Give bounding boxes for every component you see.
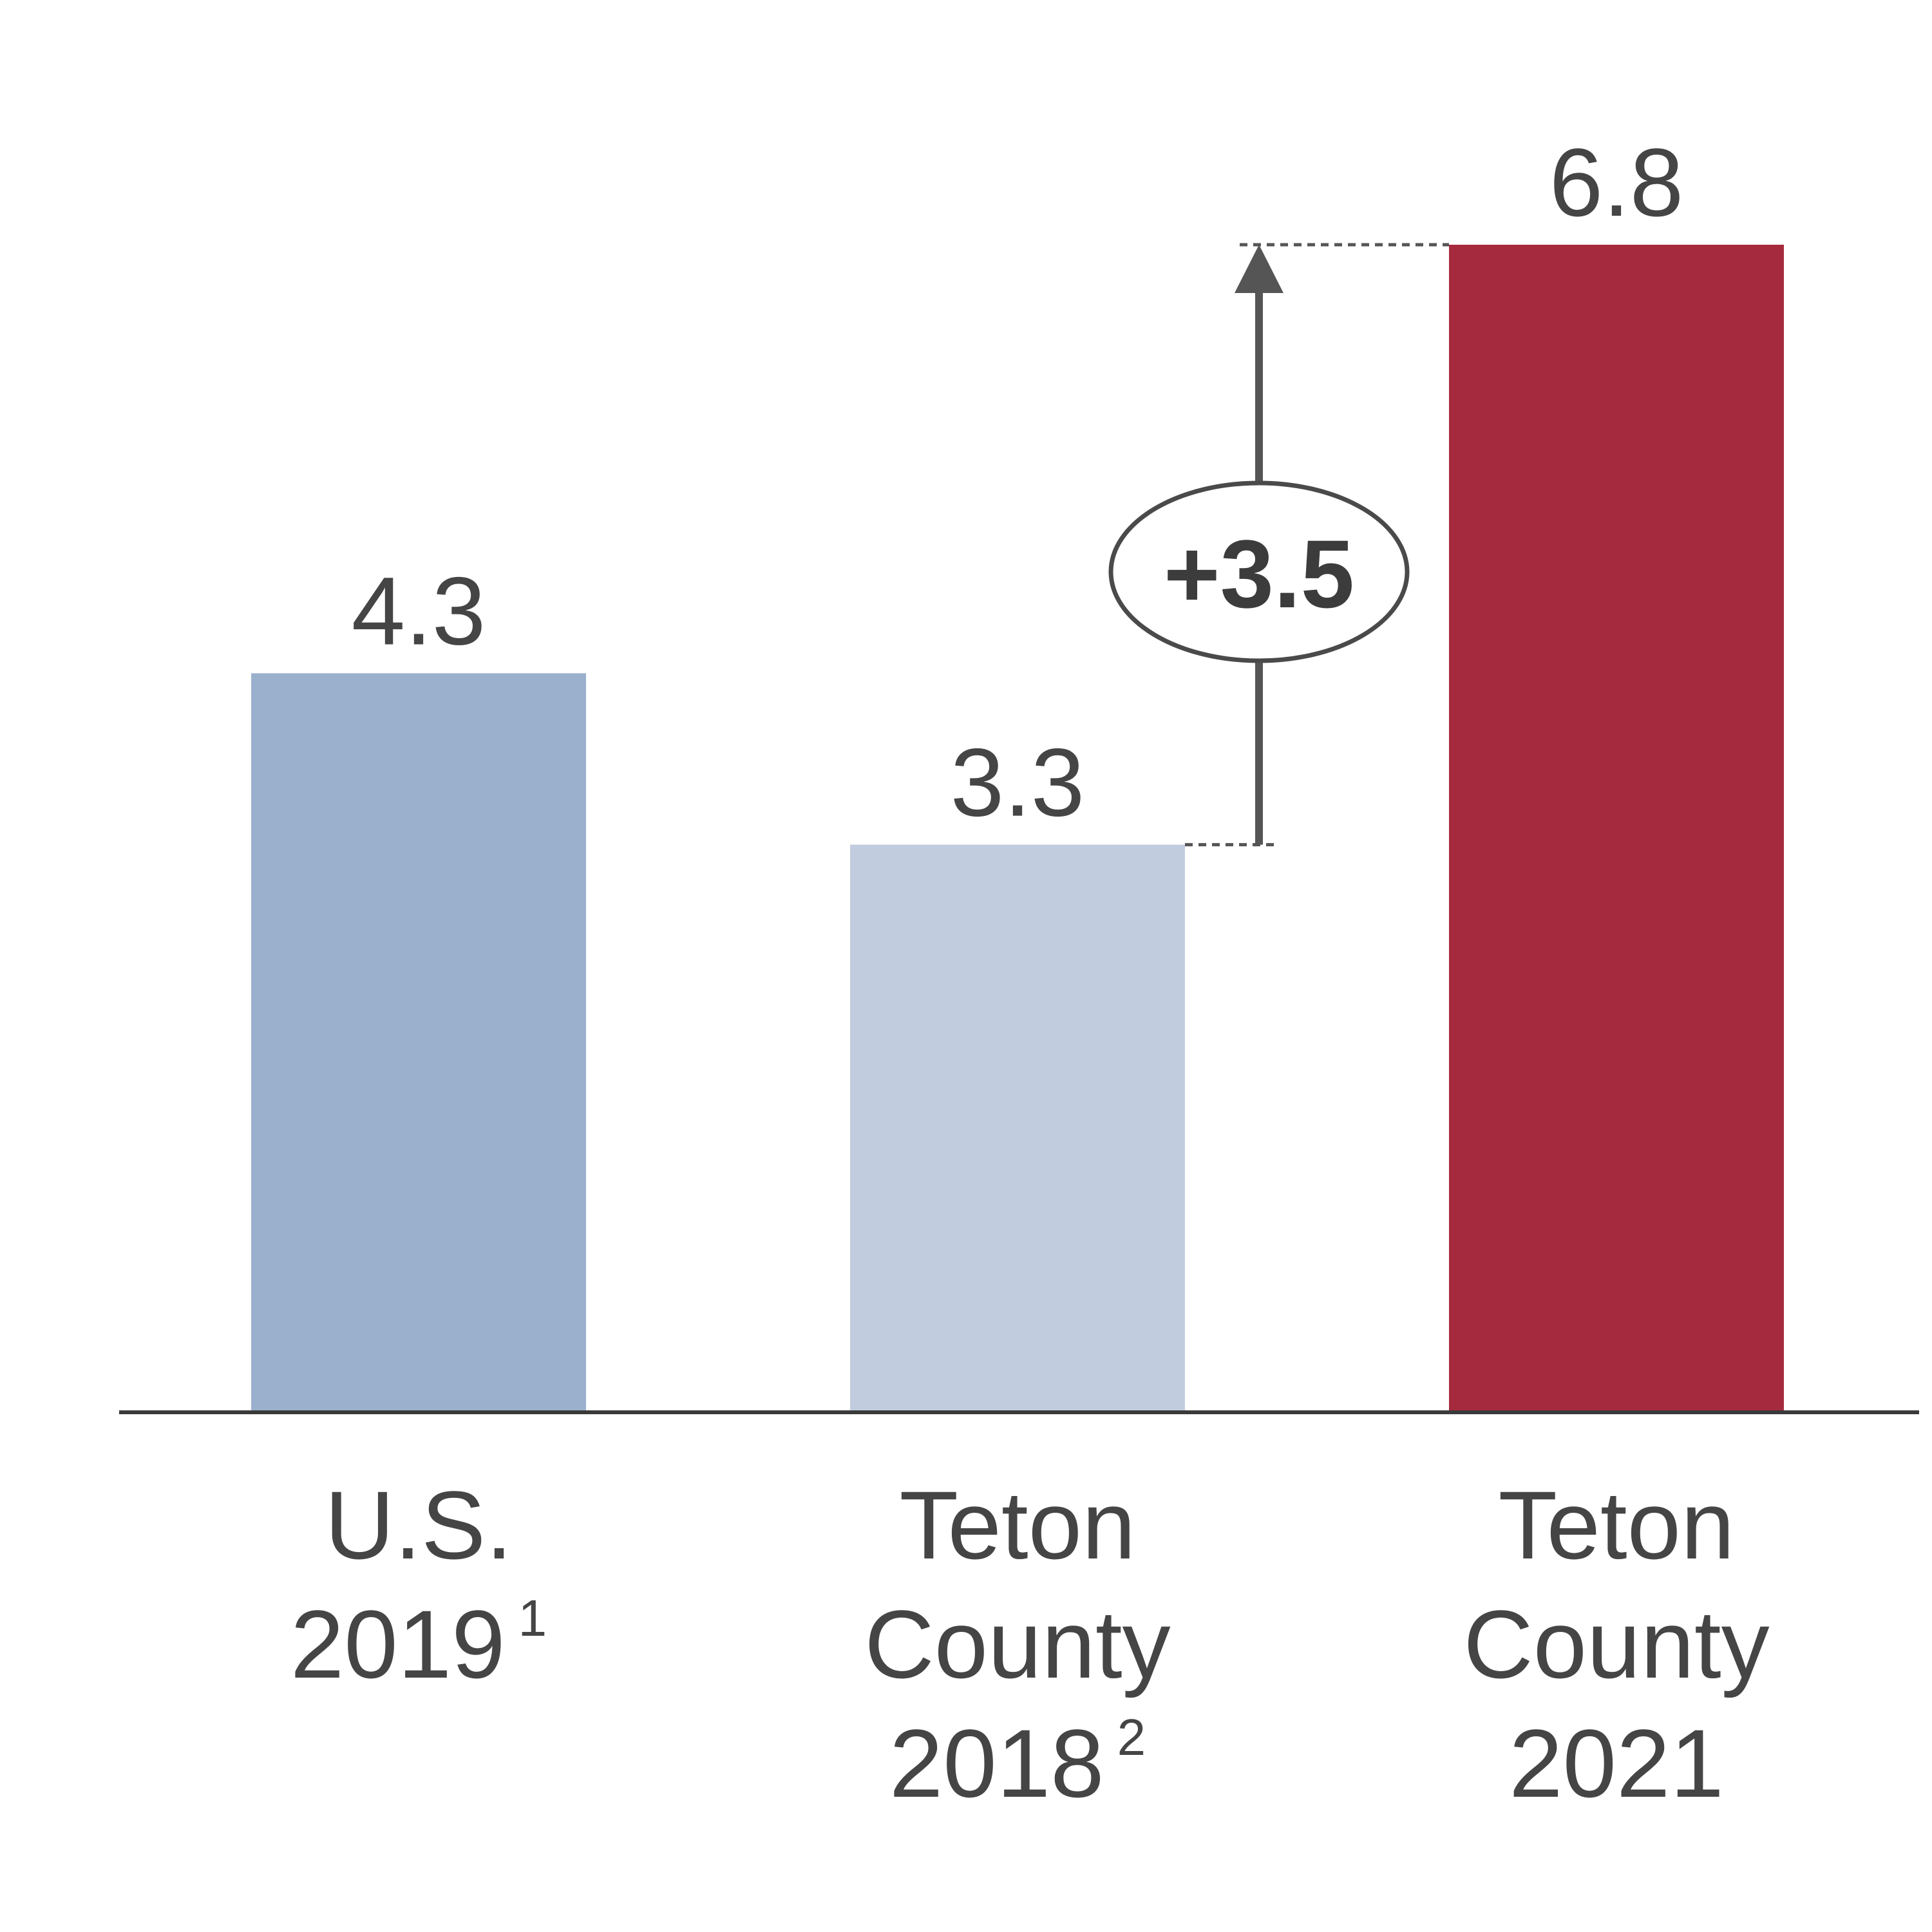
labels: 4.3 U.S. 2019 1 3.3 Teton County 2018 2 6.8 Teton C… [290, 128, 1770, 1817]
value-label-1: 3.3 [951, 728, 1085, 837]
annotation-ellipse [1108, 480, 1410, 663]
category-label-2-line-1: County [1463, 1590, 1769, 1698]
annotation-arrow-head [1235, 245, 1283, 293]
category-label-1-footnote: 2 [1117, 1709, 1146, 1766]
category-label-1-line-1: County [864, 1590, 1170, 1698]
category-label-1-year: 2018 [889, 1709, 1104, 1817]
category-label-0-year: 2019 [290, 1590, 506, 1698]
bars [251, 245, 1784, 1410]
category-label-2-year: 2021 [1509, 1709, 1724, 1817]
category-label-2: Teton County 2021 [1463, 1471, 1769, 1817]
category-label-0-footnote: 1 [518, 1589, 547, 1647]
category-label-1: Teton County 2018 2 [864, 1471, 1170, 1817]
category-label-1-line-0: Teton [900, 1471, 1136, 1579]
annotation-delta-label: +3.5 [1164, 520, 1354, 628]
bar-2 [1449, 245, 1784, 1410]
value-label-0: 4.3 [352, 556, 486, 665]
category-label-2-line-0: Teton [1499, 1471, 1735, 1579]
bar-1 [850, 844, 1185, 1410]
value-label-2: 6.8 [1549, 128, 1684, 236]
category-label-0-line-0: U.S. [325, 1471, 513, 1579]
bar-0 [251, 673, 586, 1410]
difference-annotation: +3.5 [1108, 243, 1449, 847]
category-label-0: U.S. 2019 1 [290, 1471, 547, 1698]
